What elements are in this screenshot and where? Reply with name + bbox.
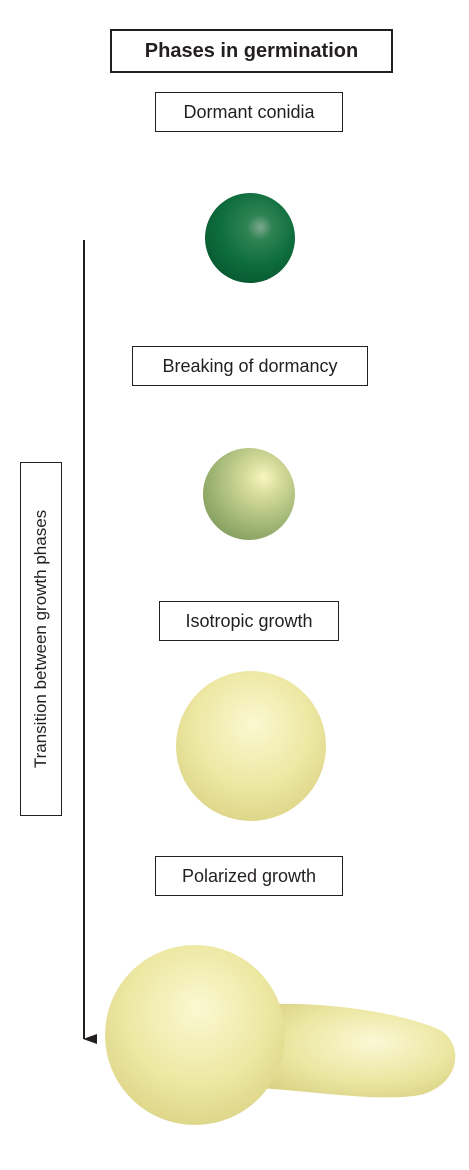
isotropic-conidium (176, 671, 326, 821)
diagram-title: Phases in germination (110, 29, 393, 73)
transition-axis-label: Transition between growth phases (20, 462, 62, 816)
dormant-conidium (205, 193, 295, 283)
breaking-dormancy-conidium (203, 448, 295, 540)
germ-tube (255, 1003, 456, 1098)
phase-label-dormant: Dormant conidia (155, 92, 343, 132)
phase-label-polarized: Polarized growth (155, 856, 343, 896)
phase-label-isotropic: Isotropic growth (159, 601, 339, 641)
transition-axis-text: Transition between growth phases (31, 509, 50, 769)
polarized-conidium (105, 945, 456, 1125)
phase-label-breaking: Breaking of dormancy (132, 346, 368, 386)
swollen-spore (105, 945, 285, 1125)
